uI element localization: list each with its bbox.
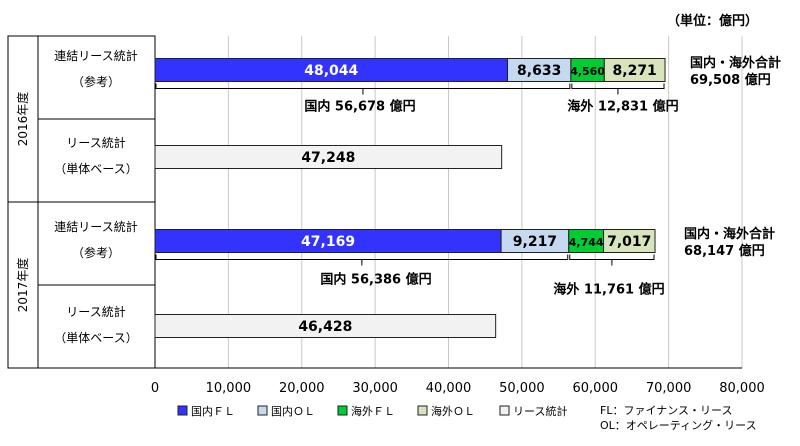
row-label: 連結リース統計	[54, 219, 137, 234]
domestic-bracket	[155, 83, 571, 89]
footnote-fl: FL：ファイナンス・リース	[600, 404, 733, 417]
legend-label: 国内ＦＬ	[191, 404, 235, 418]
bar-segment	[603, 229, 656, 253]
x-tick-label: 60,000	[573, 381, 619, 396]
x-tick-label: 50,000	[499, 381, 545, 396]
legend-swatch	[337, 405, 348, 416]
overseas-total-label: 海外 11,761 億円	[553, 282, 664, 298]
x-tick-label: 70,000	[646, 381, 692, 396]
legend-swatch	[257, 405, 268, 416]
domestic-bracket	[155, 254, 569, 260]
grand-total-value: 68,147 億円	[684, 243, 765, 259]
row-label: リース統計	[66, 135, 125, 150]
data-label: 47,169	[301, 234, 355, 250]
grand-total-label: 国内・海外合計	[684, 226, 775, 242]
row-label: （単体ベース）	[54, 331, 137, 345]
bar-segment	[154, 145, 503, 169]
data-label: 47,248	[301, 150, 355, 166]
legend-swatch	[417, 405, 428, 416]
x-tick-label: 40,000	[426, 381, 472, 396]
legend-label: リース統計	[513, 404, 567, 418]
row-label: 連結リース統計	[54, 48, 137, 63]
x-tick-label: 0	[151, 381, 159, 396]
unit-label: （単位：億円）	[666, 14, 758, 29]
bar-segment	[154, 314, 497, 338]
legend-label: 海外ＯＬ	[431, 404, 475, 418]
overseas-total-label: 海外 12,831 億円	[567, 99, 678, 115]
row-label: （参考）	[72, 74, 120, 89]
footnote-ol: OL：オペレーティング・リース	[600, 419, 757, 432]
overseas-bracket	[569, 254, 655, 260]
grand-total-label: 国内・海外合計	[690, 55, 781, 71]
data-label: 7,017	[607, 234, 651, 250]
data-label: 48,044	[304, 63, 358, 79]
domestic-total-label: 国内 56,678 億円	[304, 99, 415, 115]
x-tick-label: 10,000	[206, 381, 252, 396]
data-label: 9,217	[513, 234, 557, 250]
year-label: 2017年度	[15, 258, 30, 313]
x-tick-label: 30,000	[352, 381, 398, 396]
bar-segment	[603, 58, 666, 82]
data-label: 4,744	[569, 236, 604, 249]
x-tick-label: 80,000	[719, 381, 765, 396]
legend-label: 国内ＯＬ	[271, 404, 315, 418]
data-label: 8,633	[517, 63, 561, 79]
row-label: （参考）	[72, 245, 120, 260]
data-label: 4,560	[570, 65, 605, 78]
data-label: 8,271	[613, 63, 657, 79]
data-label: 46,428	[298, 319, 352, 335]
domestic-total-label: 国内 56,386 億円	[320, 272, 431, 288]
year-label: 2016年度	[15, 92, 30, 147]
x-tick-label: 20,000	[279, 381, 325, 396]
legend-swatch	[499, 405, 510, 416]
grand-total-value: 69,508 億円	[690, 72, 771, 88]
overseas-bracket	[571, 83, 665, 89]
row-label: （単体ベース）	[54, 162, 137, 176]
row-label: リース統計	[66, 304, 125, 319]
legend-label: 海外ＦＬ	[351, 404, 395, 418]
legend-swatch	[177, 405, 188, 416]
